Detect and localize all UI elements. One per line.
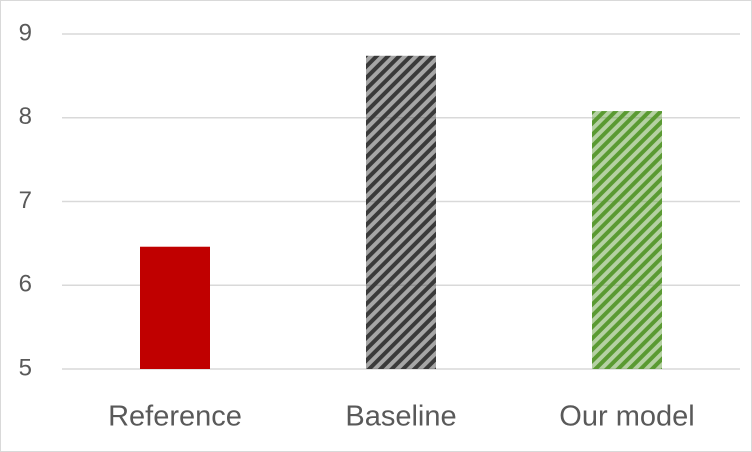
y-tick-label: 9 bbox=[19, 19, 32, 46]
y-tick-label: 5 bbox=[19, 354, 32, 381]
y-tick-label: 8 bbox=[19, 103, 32, 130]
x-tick-label: Reference bbox=[108, 401, 242, 433]
x-tick-label: Our model bbox=[559, 401, 694, 433]
bar bbox=[366, 55, 436, 370]
x-tick-label: Baseline bbox=[345, 401, 456, 433]
bar bbox=[592, 111, 662, 370]
y-tick-label: 7 bbox=[19, 187, 32, 214]
bar bbox=[140, 246, 210, 369]
y-tick-label: 6 bbox=[19, 271, 32, 298]
